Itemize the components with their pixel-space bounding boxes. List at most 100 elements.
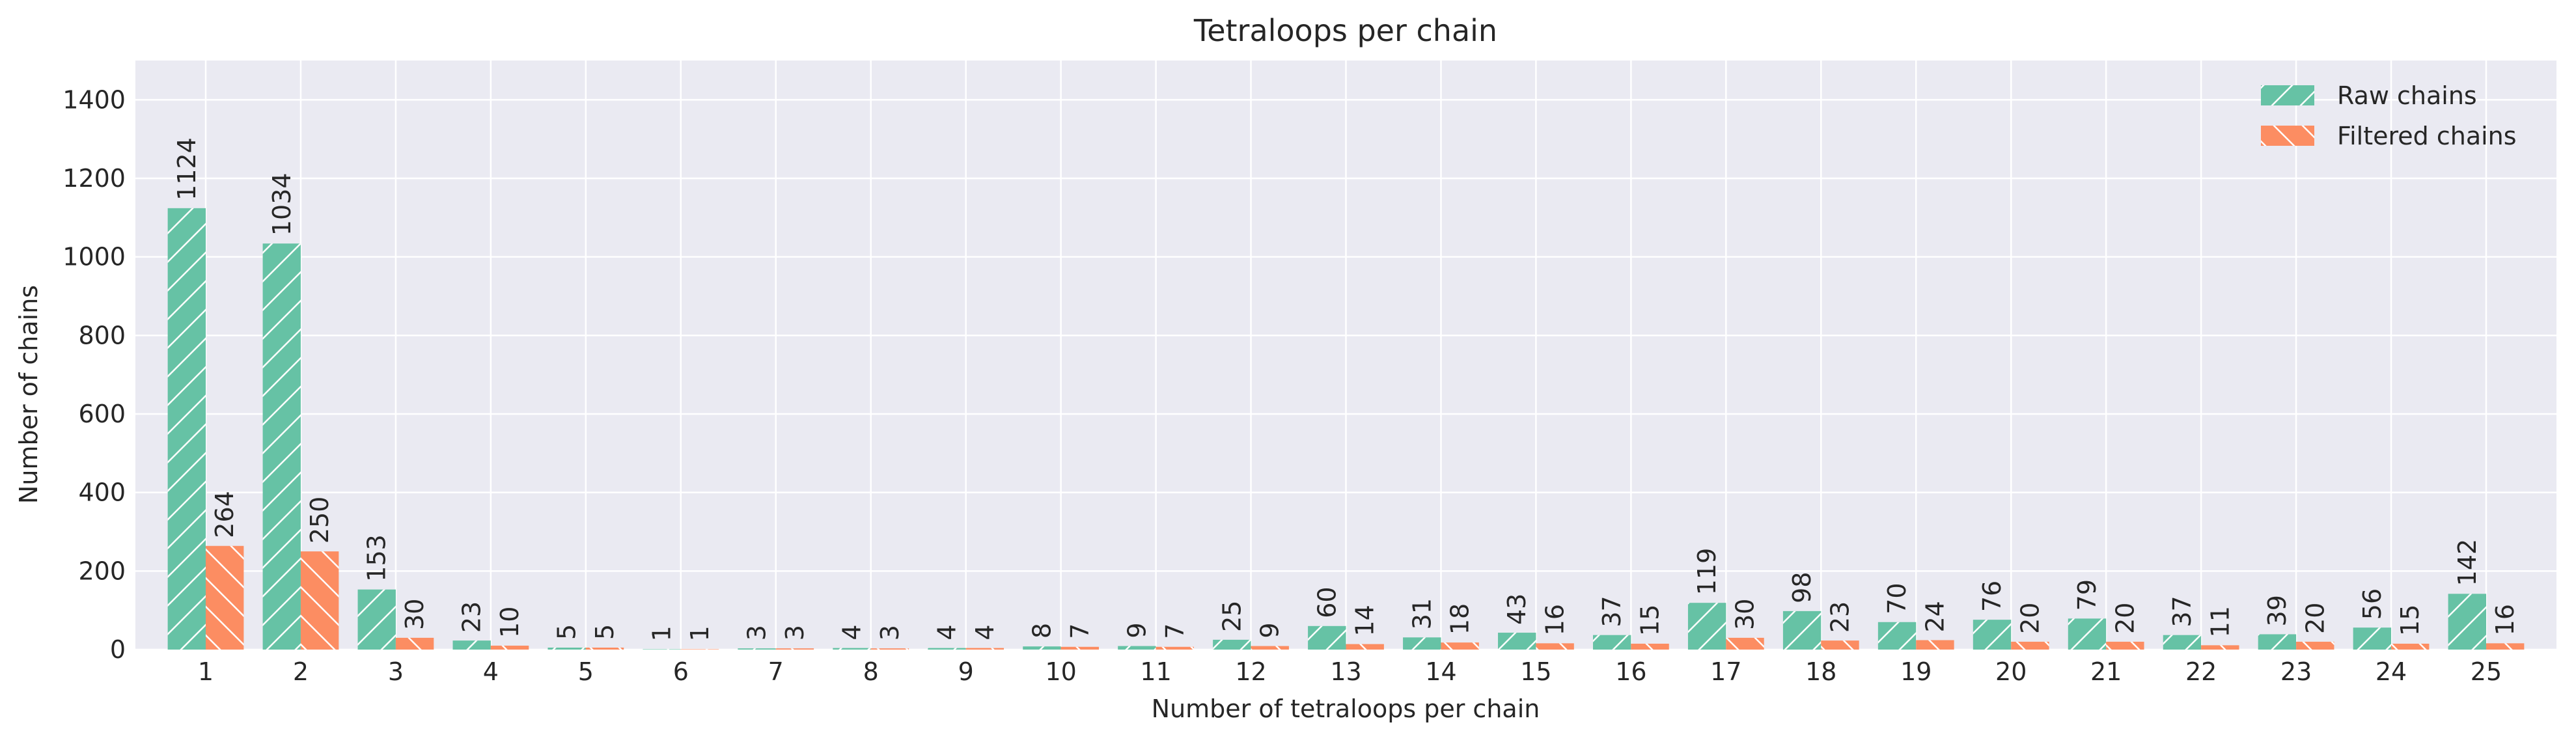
bar-raw-chains-hatch [1118, 646, 1156, 650]
x-tick-label: 18 [1805, 657, 1836, 686]
x-tick-label: 9 [958, 657, 974, 686]
y-axis-ticks: 0 200 400 600 800 1000 1200 1400 [62, 85, 126, 664]
data-label-filtered: 10 [495, 607, 524, 638]
bar-raw-chains-hatch [262, 243, 301, 650]
data-label-raw: 5 [553, 624, 581, 640]
data-label-filtered: 15 [1636, 605, 1665, 636]
data-label-raw: 76 [1978, 581, 2006, 612]
data-label-raw: 119 [1693, 548, 1721, 596]
data-label-raw: 4 [838, 624, 866, 640]
chart-title: Tetraloops per chain [1193, 13, 1497, 48]
x-tick-label: 2 [293, 657, 309, 686]
y-tick-label: 800 [78, 321, 126, 350]
x-tick-label: 21 [2090, 657, 2122, 686]
bar-raw-chains-hatch [1782, 611, 1821, 650]
data-label-raw: 25 [1217, 601, 1246, 632]
x-tick-label: 4 [483, 657, 499, 686]
data-label-filtered: 20 [2111, 603, 2139, 634]
y-tick-label: 1200 [62, 164, 126, 193]
bar-filtered-chains-hatch [1060, 646, 1100, 650]
data-label-raw: 23 [458, 601, 486, 633]
bars [167, 208, 2525, 650]
bar-raw-chains-hatch [357, 589, 396, 650]
data-label-filtered: 23 [1825, 601, 1854, 633]
legend: Raw chains Filtered chains [2261, 81, 2517, 150]
data-label-raw: 1124 [173, 137, 201, 200]
x-tick-label: 20 [1995, 657, 2027, 686]
bar-filtered-chains-hatch [1916, 640, 1954, 650]
x-tick-label: 25 [2471, 657, 2502, 686]
data-label-filtered: 20 [2301, 603, 2329, 634]
bar-filtered-chains-hatch [2011, 641, 2049, 650]
bar-filtered-chains-hatch [2486, 643, 2525, 650]
x-tick-label: 16 [1615, 657, 1646, 686]
data-label-raw: 37 [2168, 596, 2196, 627]
data-label-raw: 37 [1598, 596, 1626, 627]
bar-filtered-chains-hatch [2391, 643, 2430, 650]
data-label-raw: 4 [932, 624, 961, 640]
bar-filtered-chains-hatch [870, 648, 909, 650]
data-label-filtered: 3 [781, 625, 809, 640]
bar-filtered-chains-hatch [2201, 645, 2239, 650]
x-axis-ticks: 1 2 3 4 5 6 7 8 9 10 11 12 13 14 15 16 17 18 19 20 21 22 23 24 2… [198, 657, 2502, 686]
data-label-raw: 39 [2263, 595, 2292, 626]
x-tick-label: 24 [2375, 657, 2407, 686]
data-label-filtered: 11 [2206, 606, 2234, 637]
data-label-filtered: 1 [686, 625, 714, 641]
data-label-filtered: 5 [590, 624, 619, 640]
x-tick-label: 22 [2185, 657, 2217, 686]
x-tick-label: 17 [1710, 657, 1741, 686]
x-tick-label: 3 [388, 657, 404, 686]
bar-filtered-chains-hatch [395, 637, 434, 650]
data-label-raw: 60 [1312, 586, 1341, 618]
x-tick-label: 7 [768, 657, 784, 686]
data-label-filtered: 14 [1351, 605, 1379, 636]
data-label-filtered: 3 [876, 625, 904, 640]
bar-raw-chains-hatch [1973, 620, 2012, 650]
y-tick-label: 1000 [62, 243, 126, 271]
bar-raw-chains-hatch [1403, 637, 1441, 650]
data-label-filtered: 264 [210, 491, 239, 538]
x-axis-label: Number of tetraloops per chain [1152, 694, 1540, 723]
bar-filtered-chains-hatch [1156, 646, 1194, 650]
data-label-raw: 70 [1883, 583, 1911, 614]
x-tick-label: 13 [1330, 657, 1361, 686]
bar-filtered-chains-hatch [1251, 646, 1289, 650]
x-tick-label: 15 [1520, 657, 1551, 686]
x-tick-label: 10 [1045, 657, 1076, 686]
bar-filtered-chains-hatch [965, 648, 1004, 650]
x-tick-label: 11 [1140, 657, 1171, 686]
y-tick-label: 400 [78, 478, 126, 507]
data-label-raw: 1 [648, 625, 676, 641]
bar-filtered-chains-hatch [490, 645, 529, 650]
bar-raw-chains-hatch [2163, 635, 2202, 650]
x-tick-label: 5 [578, 657, 594, 686]
bar-raw-chains-hatch [1308, 625, 1346, 650]
bar-raw-chains-hatch [2448, 594, 2486, 650]
data-label-raw: 56 [2358, 588, 2387, 620]
bar-raw-chains-hatch [2353, 627, 2392, 650]
data-label-raw: 3 [743, 625, 771, 640]
data-label-filtered: 30 [1731, 599, 1760, 630]
data-label-raw: 43 [1503, 594, 1531, 625]
bar-raw-chains-hatch [928, 648, 966, 650]
bar-raw-chains-hatch [1023, 646, 1061, 650]
data-label-raw: 142 [2453, 539, 2482, 586]
bar-filtered-chains-hatch [2296, 641, 2334, 650]
data-label-filtered: 15 [2396, 605, 2424, 636]
bar-raw-chains-hatch [547, 647, 586, 650]
bar-filtered-chains-hatch [1536, 643, 1574, 650]
bar-raw-chains-hatch [1877, 622, 1917, 650]
y-tick-label: 0 [110, 635, 126, 664]
bar-raw-chains-hatch [833, 648, 871, 650]
bar-raw-chains-hatch [1687, 603, 1726, 650]
bar-filtered-chains-hatch [1631, 643, 1669, 650]
data-label-filtered: 24 [1920, 601, 1949, 632]
data-label-filtered: 4 [971, 624, 999, 640]
data-label-filtered: 16 [2491, 604, 2519, 635]
x-tick-label: 6 [673, 657, 689, 686]
legend-swatch-filtered-hatch [2261, 126, 2314, 146]
legend-label-filtered: Filtered chains [2337, 122, 2517, 150]
data-label-filtered: 9 [1256, 622, 1284, 638]
